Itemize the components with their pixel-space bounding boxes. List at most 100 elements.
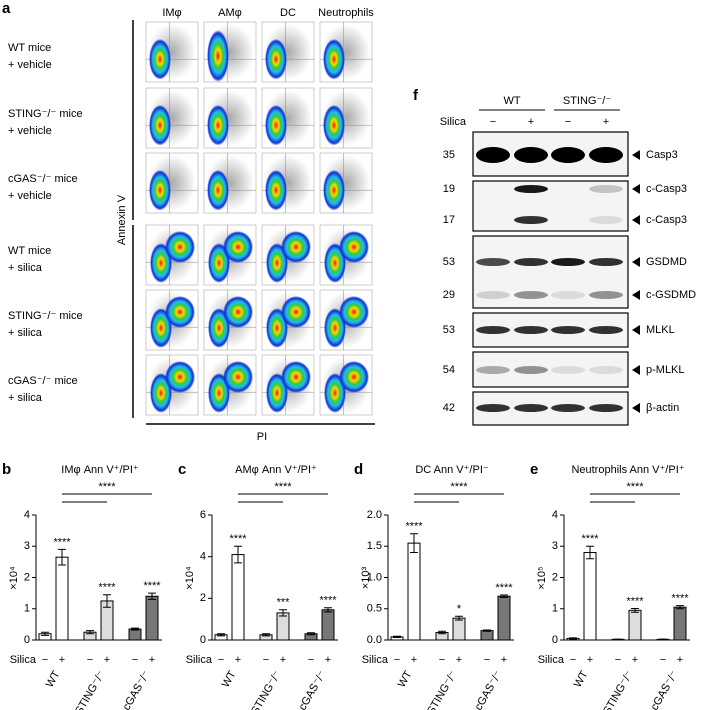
band	[589, 258, 623, 266]
significance: ****	[626, 595, 644, 607]
density-blob	[281, 231, 311, 263]
band	[551, 326, 585, 334]
mw-marker: 29	[443, 289, 455, 301]
y-axis-label: ×10⁴	[8, 566, 20, 590]
bar	[321, 609, 335, 641]
error-bar	[217, 633, 225, 637]
error-bar	[262, 633, 270, 637]
x-axis-label: Silica	[362, 654, 389, 666]
band-arrow	[632, 257, 640, 267]
group-label: cGAS⁻/⁻	[649, 669, 681, 710]
band	[589, 366, 623, 374]
density-blob	[265, 104, 287, 146]
band-arrow	[632, 215, 640, 225]
flow-plot	[145, 354, 199, 416]
group-label: WT	[44, 669, 63, 690]
group-label: STING⁻/⁻	[249, 669, 284, 710]
band	[589, 291, 623, 299]
x-tick-label: +	[587, 654, 593, 666]
treatment-label: Silica	[440, 116, 467, 128]
y-tick-label: 0	[200, 634, 206, 646]
y-tick-label: 0.5	[367, 603, 382, 615]
band-arrow	[632, 403, 640, 413]
blot-frame	[472, 235, 629, 309]
mw-marker: 42	[443, 402, 455, 414]
flow-plot	[319, 289, 373, 351]
x-axis-label: Silica	[538, 654, 565, 666]
band-label: β-actin	[646, 402, 679, 414]
bar	[55, 556, 69, 641]
y-tick-label: 4	[552, 509, 558, 521]
band-label: c-GSDMD	[646, 289, 696, 301]
y-tick-label: 2	[552, 571, 558, 583]
band	[476, 366, 510, 374]
treatment-sign: +	[603, 116, 609, 128]
significance: ****	[671, 593, 689, 605]
error-bar	[324, 607, 332, 613]
x-tick-label: −	[660, 654, 666, 666]
mw-marker: 53	[443, 256, 455, 268]
y-tick-label: 2.0	[367, 509, 382, 521]
band	[514, 291, 548, 299]
band-arrow	[632, 325, 640, 335]
flow-plot	[319, 354, 373, 416]
density-blob	[323, 169, 345, 211]
band-label: p-MLKL	[646, 364, 685, 376]
significance: ****	[405, 521, 423, 533]
flow-plot	[319, 87, 373, 149]
panel-letter: a	[2, 0, 11, 17]
density-blob	[281, 361, 311, 393]
y-tick-label: 4	[200, 551, 206, 563]
row-label: cGAS⁻/⁻ mice	[8, 375, 78, 387]
chart-title: AMφ Ann V⁺/PI⁺	[235, 464, 317, 476]
row-label: + vehicle	[8, 190, 52, 202]
error-bar	[569, 637, 577, 640]
y-tick-label: 3	[24, 540, 30, 552]
significance: ****	[53, 536, 71, 548]
x-tick-label: +	[632, 654, 638, 666]
x-tick-label: −	[308, 654, 314, 666]
error-bar	[614, 638, 622, 641]
x-tick-label: +	[677, 654, 683, 666]
flow-plot	[203, 87, 257, 149]
panel-letter: f	[413, 87, 419, 104]
bar	[145, 595, 159, 641]
error-bar	[41, 631, 49, 636]
band	[476, 404, 510, 412]
band	[514, 326, 548, 334]
bar	[480, 630, 494, 641]
x-tick-label: −	[439, 654, 445, 666]
y-tick-label: 1	[24, 603, 30, 615]
mw-marker: 35	[443, 149, 455, 161]
mw-marker: 54	[443, 364, 455, 376]
bar	[497, 595, 511, 641]
treatment-sign: −	[490, 116, 496, 128]
group-label: STING⁻/⁻	[73, 669, 108, 710]
band-label: GSDMD	[646, 256, 687, 268]
band	[476, 291, 510, 299]
comparison-label: ****	[626, 481, 644, 493]
y-axis-label: ×10³	[360, 567, 372, 590]
error-bar	[279, 609, 287, 617]
flow-plot	[261, 224, 315, 286]
error-bar	[500, 594, 508, 598]
band	[589, 147, 623, 163]
error-bar	[676, 605, 684, 610]
group-label: WT	[220, 669, 239, 690]
bar	[673, 606, 687, 641]
flow-plot	[145, 152, 199, 214]
x-tick-label: +	[411, 654, 417, 666]
error-bar	[86, 630, 94, 635]
panel-letter: c	[178, 461, 186, 478]
group-label: WT	[503, 95, 520, 107]
density-blob	[149, 169, 171, 211]
flow-plot	[261, 289, 315, 351]
row-label: + vehicle	[8, 125, 52, 137]
flow-plot	[145, 87, 199, 149]
treatment-sign: +	[528, 116, 534, 128]
y-axis-label: ×10⁴	[184, 566, 196, 590]
error-bar	[455, 615, 463, 621]
density-blob	[207, 104, 229, 146]
band	[514, 216, 548, 224]
density-blob	[281, 296, 311, 328]
